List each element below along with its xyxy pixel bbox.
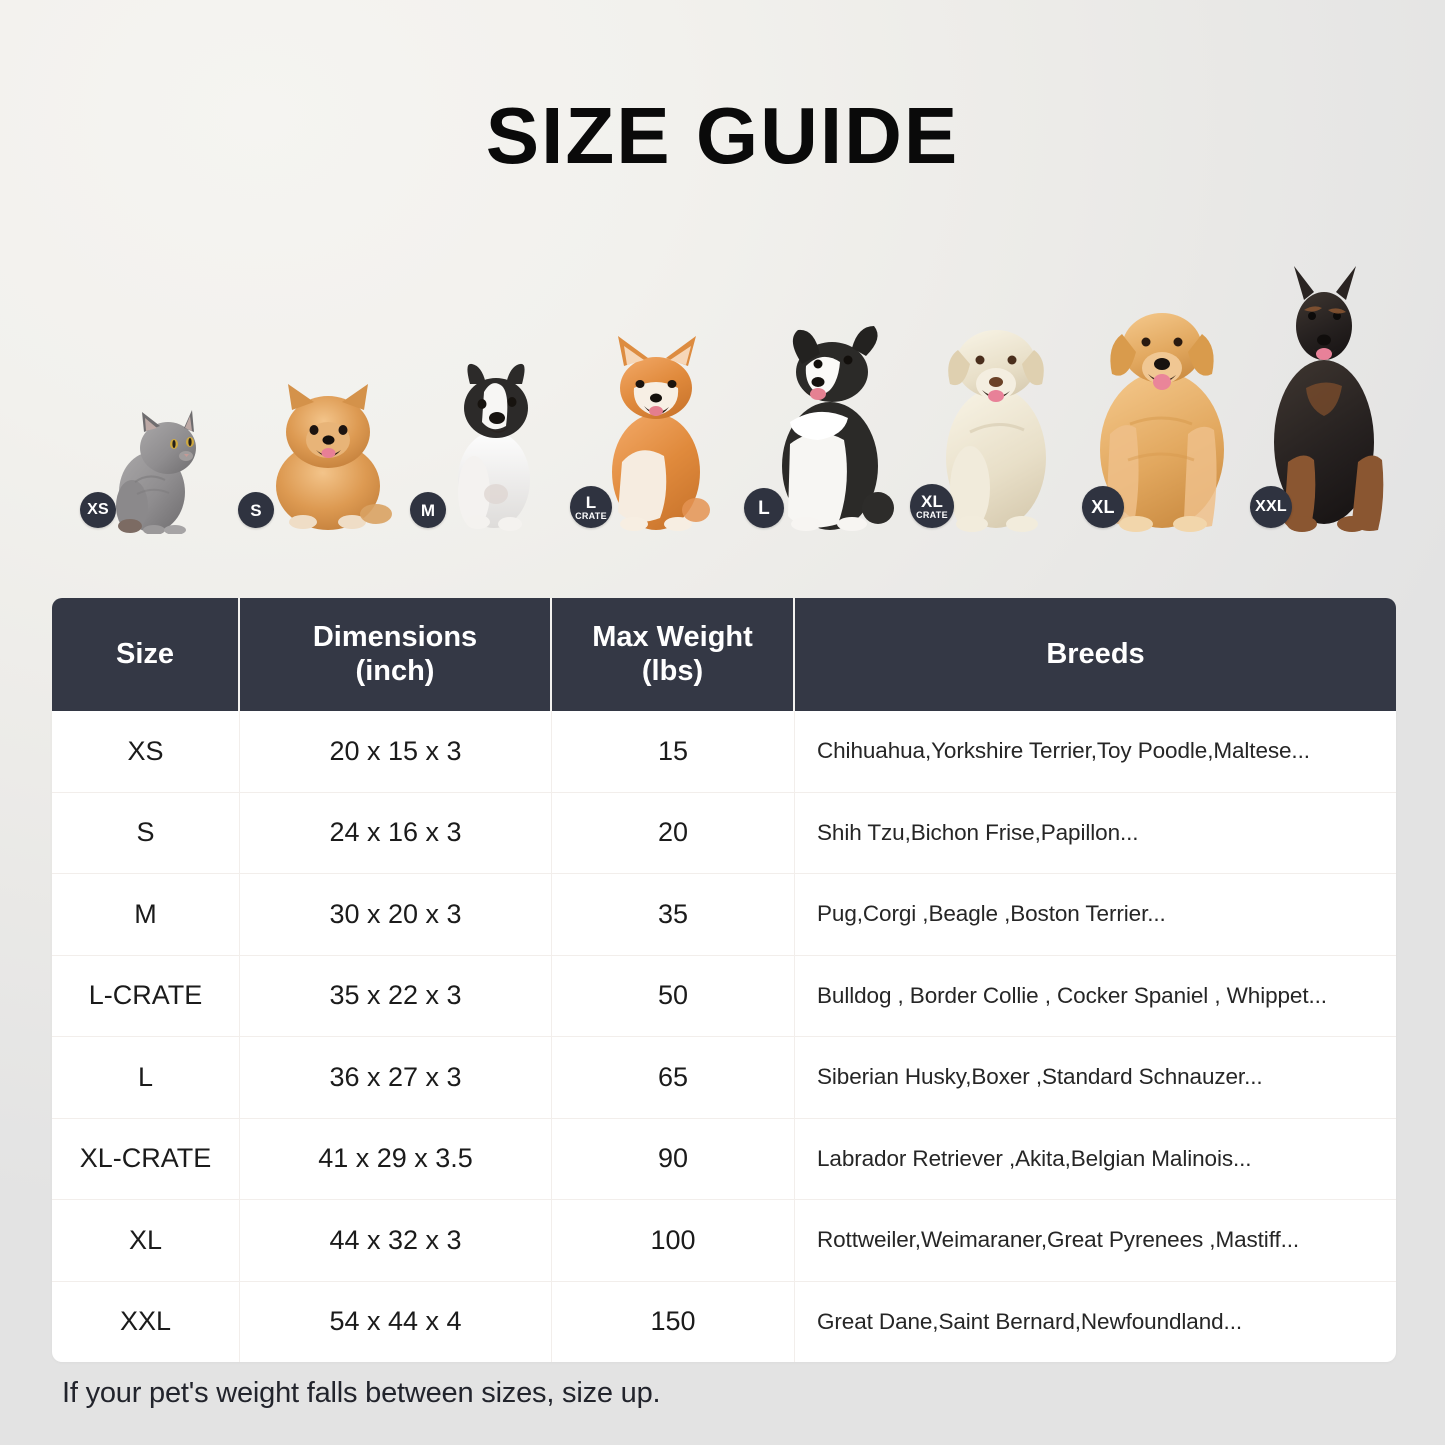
cell-weight: 150 xyxy=(552,1281,795,1362)
cell-dimensions: 41 x 29 x 3.5 xyxy=(240,1118,552,1199)
table-row: S 24 x 16 x 3 20 Shih Tzu,Bichon Frise,P… xyxy=(52,792,1396,874)
lineup-item-l: L xyxy=(744,318,916,534)
size-badge-s-label: S xyxy=(250,500,262,520)
table-row: XXL 54 x 44 x 4 150 Great Dane,Saint Ber… xyxy=(52,1281,1396,1362)
table-header-row: Size Dimensions (inch) Max Weight (lbs) … xyxy=(52,598,1396,711)
page-title: SIZE GUIDE xyxy=(485,91,960,180)
table-header-size: Size xyxy=(52,598,240,711)
cell-dimensions: 24 x 16 x 3 xyxy=(240,792,552,873)
size-badge-l-crate: L CRATE xyxy=(570,486,612,528)
cell-size: XS xyxy=(52,711,240,792)
size-badge-l-label: L xyxy=(758,497,770,519)
table-row: XS 20 x 15 x 3 15 Chihuahua,Yorkshire Te… xyxy=(52,711,1396,793)
table-body: XS 20 x 15 x 3 15 Chihuahua,Yorkshire Te… xyxy=(52,711,1396,1362)
size-table: Size Dimensions (inch) Max Weight (lbs) … xyxy=(52,598,1396,1362)
cell-size: XL xyxy=(52,1200,240,1281)
cell-breeds: Labrador Retriever ,Akita,Belgian Malino… xyxy=(817,1145,1252,1171)
page-title-wrap: SIZE GUIDE xyxy=(0,96,1445,176)
cell-dimensions: 44 x 32 x 3 xyxy=(240,1200,552,1281)
table-header-weight: Max Weight (lbs) xyxy=(552,598,795,711)
animal-lineup: XS xyxy=(52,262,1397,534)
cell-breeds: Pug,Corgi ,Beagle ,Boston Terrier... xyxy=(817,901,1166,927)
table-header-weight-label: Max Weight xyxy=(592,620,753,653)
dog-shiba-inu-art xyxy=(612,336,710,531)
table-header-breeds-label: Breeds xyxy=(1046,637,1145,670)
table-row: M 30 x 20 x 3 35 Pug,Corgi ,Beagle ,Bost… xyxy=(52,874,1396,956)
cell-dimensions: 36 x 27 x 3 xyxy=(240,1037,552,1118)
cell-breeds: Rottweiler,Weimaraner,Great Pyrenees ,Ma… xyxy=(817,1227,1300,1253)
cell-weight: 20 xyxy=(552,792,795,873)
lineup-item-xs: XS xyxy=(80,386,226,534)
table-header-dimensions-unit: (inch) xyxy=(355,654,435,687)
table-row: XL 44 x 32 x 3 100 Rottweiler,Weimaraner… xyxy=(52,1200,1396,1282)
lineup-item-m: M xyxy=(410,362,560,534)
cell-breeds: Great Dane,Saint Bernard,Newfoundland... xyxy=(817,1308,1243,1334)
size-badge-xl-crate-label: XL xyxy=(920,491,944,511)
cell-breeds: Chihuahua,Yorkshire Terrier,Toy Poodle,M… xyxy=(817,738,1310,764)
size-badge-m-label: M xyxy=(420,500,436,520)
cell-size: L-CRATE xyxy=(52,955,240,1036)
cell-dimensions: 35 x 22 x 3 xyxy=(240,955,552,1036)
table-row: XL-CRATE 41 x 29 x 3.5 90 Labrador Retri… xyxy=(52,1118,1396,1200)
size-badge-xl: XL xyxy=(1082,486,1124,528)
dog-golden-retriever-art xyxy=(1100,313,1224,532)
table-row: L 36 x 27 x 3 65 Siberian Husky,Boxer ,S… xyxy=(52,1037,1396,1119)
size-badge-xl-crate: XL CRATE xyxy=(910,484,954,528)
lineup-item-l-crate: L CRATE xyxy=(570,332,738,534)
size-badge-l-crate-sublabel: CRATE xyxy=(575,510,607,521)
cell-size: XXL xyxy=(52,1281,240,1362)
dog-labrador-retriever-art xyxy=(946,330,1046,532)
size-badge-xs-label: XS xyxy=(87,501,109,518)
cell-breeds: Shih Tzu,Bichon Frise,Papillon... xyxy=(817,819,1139,845)
table-header-dimensions: Dimensions (inch) xyxy=(240,598,552,711)
cell-size: XL-CRATE xyxy=(52,1118,240,1199)
size-badge-m: M xyxy=(410,492,446,528)
size-badge-xxl: XXL xyxy=(1250,486,1292,528)
table-header-dimensions-text: Dimensions (inch) xyxy=(313,621,477,688)
cell-size: S xyxy=(52,792,240,873)
lineup-item-xxl: XXL xyxy=(1244,266,1404,534)
cell-weight: 65 xyxy=(552,1037,795,1118)
dog-border-collie-art xyxy=(782,326,894,531)
dog-doberman-art xyxy=(1274,266,1384,532)
table-row: L-CRATE 35 x 22 x 3 50 Bulldog , Border … xyxy=(52,955,1396,1037)
lineup-item-s: S xyxy=(238,374,408,534)
size-badge-xl-label: XL xyxy=(1091,497,1115,517)
cell-dimensions: 30 x 20 x 3 xyxy=(240,874,552,955)
cell-dimensions: 20 x 15 x 3 xyxy=(240,711,552,792)
cell-weight: 50 xyxy=(552,955,795,1036)
lineup-item-xl-crate: XL CRATE xyxy=(910,302,1082,534)
size-badge-s: S xyxy=(238,492,274,528)
size-badge-xl-crate-sublabel: CRATE xyxy=(916,509,948,520)
table-header-size-label: Size xyxy=(115,637,175,670)
cat-british-shorthair-art xyxy=(116,410,196,534)
sizing-note: If your pet's weight falls between sizes… xyxy=(62,1377,661,1409)
size-badge-l: L xyxy=(744,488,784,528)
cell-weight: 100 xyxy=(552,1200,795,1281)
cell-size: M xyxy=(52,874,240,955)
table-header-breeds: Breeds xyxy=(795,598,1396,711)
size-badge-xxl-label: XXL xyxy=(1255,498,1287,515)
cell-weight: 90 xyxy=(552,1118,795,1199)
lineup-item-xl: XL xyxy=(1070,284,1252,534)
table-header-weight-text: Max Weight (lbs) xyxy=(592,621,753,688)
table-header-weight-unit: (lbs) xyxy=(641,654,704,687)
cell-weight: 35 xyxy=(552,874,795,955)
cell-breeds: Siberian Husky,Boxer ,Standard Schnauzer… xyxy=(817,1064,1263,1090)
dog-french-bulldog-art xyxy=(458,363,530,531)
cell-weight: 15 xyxy=(552,711,795,792)
cell-dimensions: 54 x 44 x 4 xyxy=(240,1281,552,1362)
size-badge-xs: XS xyxy=(80,492,116,528)
dog-pomeranian-art xyxy=(276,384,392,530)
size-badge-l-crate-label: L xyxy=(585,492,597,512)
table-header-dimensions-label: Dimensions xyxy=(312,620,478,653)
cell-size: L xyxy=(52,1037,240,1118)
cell-breeds: Bulldog , Border Collie , Cocker Spaniel… xyxy=(817,982,1327,1008)
